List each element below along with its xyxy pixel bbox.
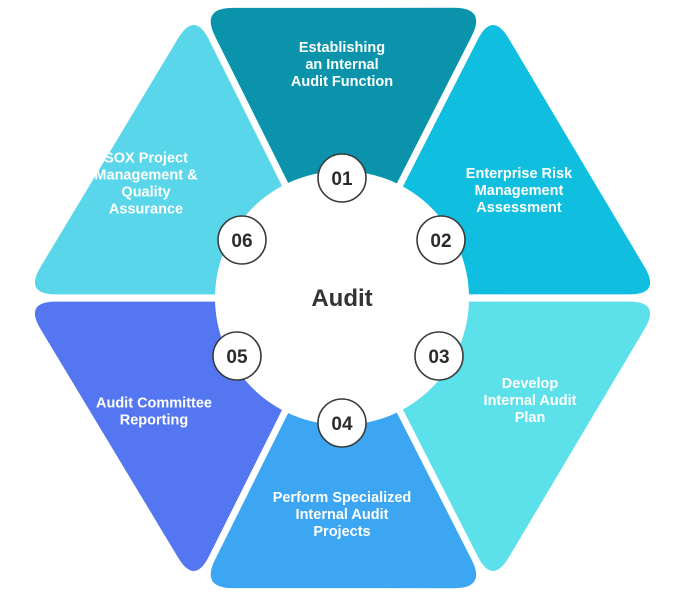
step-number-circle <box>416 215 466 265</box>
segment-04 <box>210 319 477 589</box>
segment-04-label: Perform Specialized Internal Audit Project… <box>273 490 412 540</box>
segment-02-label-line: Enterprise Risk <box>466 166 573 182</box>
segment-04-label-line: Projects <box>313 524 370 540</box>
step-number-circle <box>317 153 367 203</box>
segment-06-label-line: Quality <box>121 185 170 201</box>
segment-06-label-line: SOX Project <box>104 151 188 167</box>
segment-01-label: Establishing an Internal Audit Function <box>291 40 393 90</box>
segment-01-label-line: an Internal <box>305 57 378 73</box>
segment-06-label-line: Assurance <box>109 202 183 218</box>
step-number-text: 06 <box>231 231 252 252</box>
segment-01-label-line: Establishing <box>299 40 385 56</box>
center-label: Audit <box>311 285 372 312</box>
segment-01 <box>210 7 477 277</box>
step-number-badge-02: 02 <box>416 215 466 265</box>
step-number-badge-05: 05 <box>212 331 262 381</box>
step-number-circle <box>414 331 464 381</box>
step-number-text: 02 <box>430 231 451 252</box>
segment-06-label: SOX Project Management & Quality Assurance <box>94 151 198 218</box>
segment-05-label-line: Reporting <box>120 413 188 429</box>
step-number-badge-04: 04 <box>317 398 367 448</box>
step-number-circle <box>217 215 267 265</box>
step-number-text: 04 <box>331 414 353 435</box>
center-layer: Audit <box>215 171 469 425</box>
segment-03-label-line: Develop <box>502 376 559 392</box>
segment-01-label-line: Audit Function <box>291 74 393 90</box>
segment-03-label-line: Internal Audit <box>484 393 577 409</box>
segment-03-label-line: Plan <box>515 410 546 426</box>
segment-05-label-line: Audit Committee <box>96 396 212 412</box>
center-circle <box>215 171 469 425</box>
step-number-badge-06: 06 <box>217 215 267 265</box>
segment-06-label-line: Management & <box>94 168 198 184</box>
step-number-text: 05 <box>226 347 248 368</box>
step-number-text: 03 <box>428 347 449 368</box>
step-number-circle <box>317 398 367 448</box>
segment-05-label: Audit Committee Reporting <box>96 396 212 429</box>
step-number-circle <box>212 331 262 381</box>
segment-04-label-line: Perform Specialized <box>273 490 412 506</box>
segment-04-label-line: Internal Audit <box>296 507 389 523</box>
numbers-layer: 01 02 03 04 05 06 <box>212 153 466 448</box>
step-number-badge-01: 01 <box>317 153 367 203</box>
segment-03-label: Develop Internal Audit Plan <box>484 376 577 426</box>
step-number-text: 01 <box>331 169 353 190</box>
segment-02-label-line: Management <box>475 183 564 199</box>
segment-02-label: Enterprise Risk Management Assessment <box>466 166 573 216</box>
segment-02-label-line: Assessment <box>476 200 562 216</box>
step-number-badge-03: 03 <box>414 331 464 381</box>
